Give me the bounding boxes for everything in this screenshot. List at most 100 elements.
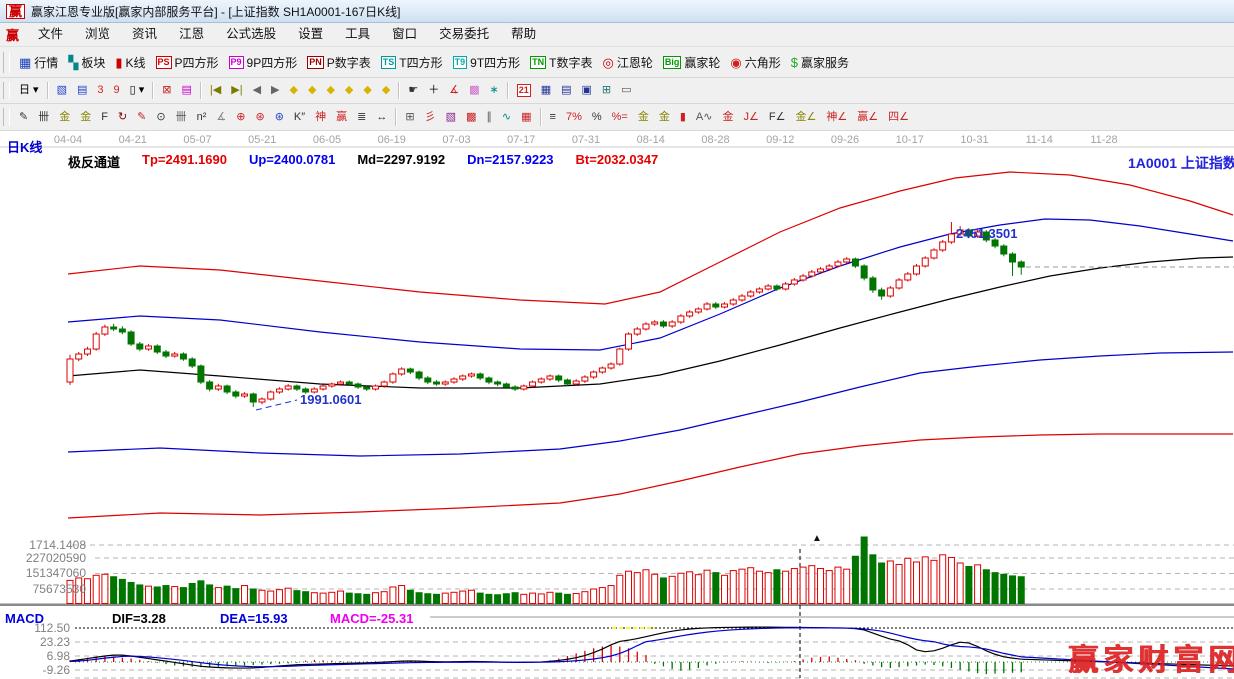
- toolbar-button-price-grid[interactable]: ▦: [516, 106, 536, 128]
- toolbar-button-gold-circle[interactable]: 金: [633, 106, 654, 128]
- toolbar-button-gann-h-expand[interactable]: ◆: [321, 80, 339, 102]
- toolbar-button-kline[interactable]: ▮ K线: [110, 51, 150, 73]
- toolbar-button-capture[interactable]: ⊞: [597, 80, 616, 102]
- toolbar-button-angle-measure[interactable]: ∡: [444, 80, 464, 102]
- toolbar-button-hand-tool[interactable]: ☛: [403, 80, 423, 102]
- toolbar-button-target-circle[interactable]: ⊕: [231, 106, 250, 128]
- toolbar-button-k-divider[interactable]: K″: [289, 106, 310, 128]
- toolbar-button-calculator[interactable]: ▦: [536, 80, 556, 102]
- toolbar-button-t-square[interactable]: TS T四方形: [376, 51, 448, 73]
- toolbar-button-p-square[interactable]: PS P四方形: [151, 51, 224, 73]
- toolbar-button-parallel-lines[interactable]: ∥: [481, 106, 497, 128]
- toolbar-button-nav-prev[interactable]: ◀: [248, 80, 266, 102]
- toolbar-button-gann-right[interactable]: ◆: [303, 80, 321, 102]
- toolbar-button-gold-grid-2[interactable]: 金: [75, 106, 96, 128]
- toolbar-button-gann-ruler[interactable]: 卌: [33, 106, 54, 128]
- toolbar-button-gann-v-expand[interactable]: ◆: [358, 80, 376, 102]
- toolbar-button-gann-h-shrink[interactable]: ◆: [340, 80, 358, 102]
- toolbar-button-sectors[interactable]: ▚ 板块: [63, 51, 110, 73]
- toolbar-grip[interactable]: [3, 81, 10, 100]
- menu-item-工具[interactable]: 工具: [345, 27, 371, 41]
- toolbar-button-nav-next[interactable]: ▶: [266, 80, 284, 102]
- period-label[interactable]: 日K线: [7, 140, 43, 155]
- menu-item-文件[interactable]: 文件: [38, 27, 64, 41]
- toolbar-button-t-number-table[interactable]: TN T数字表: [525, 51, 597, 73]
- toolbar-button-gold-red[interactable]: 金: [717, 106, 738, 128]
- toolbar-button-notepad[interactable]: ▤: [556, 80, 576, 102]
- toolbar-button-9t-square[interactable]: T9 9T四方形: [448, 51, 526, 73]
- toolbar-button-width-arrows[interactable]: ↔: [371, 106, 392, 128]
- toolbar-button-clipboard[interactable]: ▤: [72, 80, 92, 102]
- toolbar-button-shen-angle[interactable]: 神∠: [821, 106, 852, 128]
- toolbar-button-quotes[interactable]: ▦ 行情: [14, 51, 63, 73]
- toolbar-button-fib-grid[interactable]: F: [96, 106, 113, 128]
- toolbar-button-ying-grid[interactable]: 赢: [331, 106, 352, 128]
- toolbar-button-web-box[interactable]: ▩: [461, 106, 481, 128]
- child-window-icon[interactable]: 赢: [6, 28, 20, 43]
- toolbar-button-candle-draw[interactable]: ▮: [675, 106, 691, 128]
- toolbar-button-percent-lines[interactable]: %=: [607, 106, 633, 128]
- toolbar-button-n-square[interactable]: n²: [192, 106, 212, 128]
- menu-item-浏览[interactable]: 浏览: [85, 27, 111, 41]
- menu-item-公式选股[interactable]: 公式选股: [226, 27, 277, 41]
- toolbar-button-angle-fan[interactable]: ∡: [211, 106, 231, 128]
- toolbar-button-time-circle[interactable]: ⊙: [151, 106, 170, 128]
- toolbar-grip[interactable]: [3, 51, 10, 73]
- toolbar-button-formula-manager[interactable]: ⊠: [157, 80, 176, 102]
- toolbar-button-pencil-tool[interactable]: ✎: [14, 106, 33, 128]
- toolbar-button-marker-pen[interactable]: ✎: [132, 106, 151, 128]
- toolbar-button-gann-v-shrink[interactable]: ◆: [377, 80, 395, 102]
- toolbar-button-spider-web-blue[interactable]: ⊛: [270, 106, 289, 128]
- toolbar-button-nav-last[interactable]: ▶|: [226, 80, 247, 102]
- toolbar-button-si-angle[interactable]: 四∠: [883, 106, 914, 128]
- toolbar-button-f-angle[interactable]: F∠: [764, 106, 791, 128]
- toolbar-button-save[interactable]: ▣: [577, 80, 597, 102]
- app-logo-icon[interactable]: 赢: [6, 3, 26, 19]
- toolbar-button-gold-lines[interactable]: 金: [654, 106, 675, 128]
- toolbar-button-nav-first[interactable]: |◀: [205, 80, 226, 102]
- toolbar-grip[interactable]: [3, 107, 10, 127]
- macd-title[interactable]: MACD: [5, 611, 44, 626]
- toolbar-button-gann-left[interactable]: ◆: [285, 80, 303, 102]
- toolbar-button-chart-9[interactable]: 9: [109, 80, 125, 102]
- toolbar-button-gold-grid[interactable]: 金: [54, 106, 75, 128]
- toolbar-button-ruler-123[interactable]: ≣: [352, 106, 371, 128]
- toolbar-button-wave-tool[interactable]: ∿: [497, 106, 516, 128]
- toolbar-button-crosshair-tool[interactable]: ＋: [423, 80, 444, 102]
- toolbar-button-spiral-tool[interactable]: ↻: [113, 106, 132, 128]
- toolbar-button-pink-grid[interactable]: ▩: [464, 80, 484, 102]
- symbol-label[interactable]: 1A0001 上证指数: [1128, 155, 1234, 171]
- menu-item-江恩[interactable]: 江恩: [179, 27, 205, 41]
- toolbar-button-kline-period[interactable]: 日 ▾: [14, 80, 44, 102]
- toolbar-button-fan-lines[interactable]: 彡: [420, 106, 441, 128]
- toolbar-button-gann-wheel[interactable]: ◎ 江恩轮: [598, 51, 658, 73]
- toolbar-button-winner-wheel[interactable]: Big 赢家轮: [658, 51, 726, 73]
- toolbar-button-ying-angle[interactable]: 赢∠: [852, 106, 883, 128]
- toolbar-button-tick-ruler[interactable]: 卌: [171, 106, 192, 128]
- toolbar-button-fan-grid[interactable]: ▧: [441, 106, 461, 128]
- toolbar-button-print[interactable]: ▭: [616, 80, 636, 102]
- toolbar-button-gold-angle[interactable]: 金∠: [790, 106, 821, 128]
- toolbar-button-p-number-table[interactable]: PN P数字表: [302, 51, 376, 73]
- menu-item-交易委托[interactable]: 交易委托: [439, 27, 490, 41]
- toolbar-button-chart-3[interactable]: 3: [92, 80, 108, 102]
- toolbar-button-winner-service[interactable]: $ 赢家服务: [786, 51, 854, 73]
- toolbar-button-percent[interactable]: %: [587, 106, 607, 128]
- toolbar-button-list-123[interactable]: ≡: [545, 106, 561, 128]
- toolbar-button-spider-web[interactable]: ⊛: [250, 106, 269, 128]
- toolbar-button-percent-strike[interactable]: 7%: [561, 106, 587, 128]
- toolbar-button-9p-square[interactable]: P9 9P四方形: [224, 51, 303, 73]
- toolbar-button-color-chart[interactable]: ▤: [177, 80, 197, 102]
- menu-item-帮助[interactable]: 帮助: [511, 27, 537, 41]
- toolbar-button-wave-a[interactable]: A∿: [691, 106, 718, 128]
- toolbar-button-gann-pattern[interactable]: ▧: [52, 80, 72, 102]
- toolbar-button-window-grid[interactable]: ⊞: [400, 106, 419, 128]
- toolbar-button-candle-style[interactable]: ▯ ▾: [125, 80, 150, 102]
- chart-canvas[interactable]: [0, 131, 1234, 679]
- toolbar-button-shen-grid[interactable]: 神: [310, 106, 331, 128]
- menu-item-设置[interactable]: 设置: [298, 27, 324, 41]
- toolbar-button-j-angle[interactable]: J∠: [738, 106, 763, 128]
- menu-item-窗口[interactable]: 窗口: [392, 27, 418, 41]
- toolbar-button-calendar[interactable]: 21: [512, 80, 536, 102]
- menu-item-资讯[interactable]: 资讯: [132, 27, 158, 41]
